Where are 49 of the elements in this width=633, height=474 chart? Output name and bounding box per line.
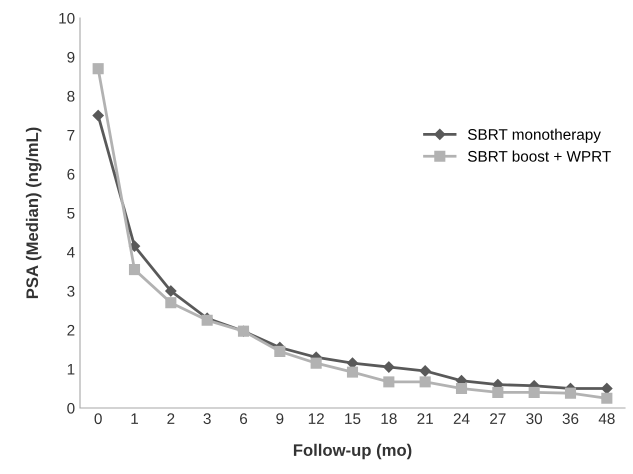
x-tick-label: 36 [562, 413, 578, 424]
legend-label: SBRT boost + WPRT [468, 150, 611, 162]
point [456, 382, 468, 394]
x-tick-label: 12 [308, 413, 324, 424]
point [528, 386, 540, 398]
point [383, 376, 394, 388]
point [346, 366, 358, 378]
x-tick-label: 9 [276, 413, 284, 424]
point [92, 110, 104, 122]
y-tick-label: 2 [67, 324, 74, 336]
x-tick-label: 15 [345, 413, 360, 424]
y-tick-label: 9 [67, 52, 74, 63]
x-tick-label: 21 [417, 413, 433, 424]
x-tick-label: 27 [490, 413, 506, 424]
point [202, 314, 213, 326]
point [420, 376, 431, 388]
x-tick-label: 48 [598, 413, 615, 424]
point [420, 365, 431, 377]
legend-label: SBRT monotherapy [468, 128, 601, 143]
point [165, 297, 176, 308]
y-tick-label: 7 [67, 130, 74, 141]
point [128, 264, 140, 276]
y-tick-label: 10 [59, 12, 75, 24]
x-tick-label: 24 [454, 413, 470, 424]
x-tick-label: 18 [382, 413, 397, 424]
point [274, 346, 286, 358]
point [383, 361, 394, 373]
x-tick-label: 1 [131, 413, 138, 424]
point [564, 388, 576, 399]
point [492, 386, 504, 398]
x-tick-label: 3 [204, 413, 211, 424]
y-axis-title: PSA (Median) (ng/mL) [26, 128, 42, 298]
y-tick-label: 6 [67, 168, 74, 180]
y-tick-label: 0 [67, 402, 75, 414]
y-tick-label: 8 [67, 90, 74, 102]
point [601, 392, 612, 404]
point [165, 285, 176, 297]
x-tick-label: 2 [167, 413, 174, 424]
y-tick-label: 3 [67, 286, 74, 297]
y-tick-label: 1 [68, 364, 74, 375]
x-tick-label: 0 [94, 413, 102, 424]
y-tick-label: 4 [66, 247, 75, 258]
point [92, 63, 104, 74]
point [310, 358, 322, 369]
x-tick-label: 6 [240, 413, 248, 424]
x-axis-title: Follow-up (mo) [294, 444, 412, 460]
y-tick-label: 5 [67, 208, 74, 219]
x-tick-label: 30 [526, 413, 542, 424]
point [601, 382, 612, 394]
